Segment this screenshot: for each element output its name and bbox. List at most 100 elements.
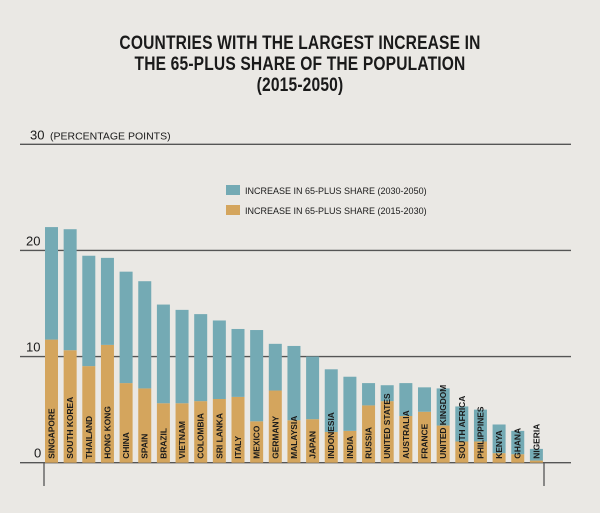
bar-2015-2030-spain	[138, 388, 152, 463]
bar-label-japan: JAPAN	[308, 431, 318, 459]
bar-2030-2050-united-states	[380, 385, 394, 402]
bar-2015-2030-kenya	[492, 453, 506, 463]
bar-2015-2030-philippines	[473, 441, 487, 463]
bar-label-china: CHINA	[121, 432, 131, 459]
bar-label-france: FRANCE	[420, 423, 430, 458]
bar-2030-2050-kenya	[492, 424, 506, 454]
bars	[45, 227, 543, 463]
bar-2015-2030-south-africa	[455, 441, 469, 463]
bar-2030-2050-vietnam	[175, 309, 189, 404]
bar-labels: SINGAPORE SOUTH KOREA THAILAND HONG KONG CHI…	[47, 385, 542, 459]
bar-2030-2050-ghana	[511, 430, 525, 455]
bar-label-germany: GERMANY	[270, 415, 280, 458]
chart-title-line-1: COUNTRIES WITH THE LARGEST INCREASE IN	[119, 33, 481, 54]
bar-2015-2030-hong-kong	[100, 344, 114, 463]
bar-2015-2030-south-korea	[63, 350, 77, 463]
bar-2015-2030-japan	[306, 419, 320, 463]
legend-label-2030-2050: INCREASE IN 65-PLUS SHARE (2030-2050)	[245, 186, 427, 196]
bar-label-mexico: MEXICO	[252, 425, 262, 459]
legend-swatch-2015-2030	[226, 205, 240, 215]
y-tick-label-10: 10	[26, 340, 40, 355]
bar-label-indonesia: INDONESIA	[326, 412, 336, 459]
axes	[43, 462, 545, 486]
bar-2030-2050-south-africa	[455, 406, 469, 442]
bar-label-russia: RUSSIA	[364, 427, 374, 459]
legend-swatch-2030-2050	[226, 185, 240, 195]
y-tick-label-30: 30	[30, 127, 44, 142]
bar-2030-2050-russia	[362, 383, 376, 406]
bar-2015-2030-thailand	[82, 366, 96, 463]
bar-2030-2050-italy	[231, 328, 245, 397]
bar-label-australia: AUSTRALIA	[401, 410, 411, 458]
y-tick-label-20: 20	[26, 233, 40, 248]
bar-2015-2030-united-kingdom	[436, 425, 450, 463]
y-axis-unit-label: (PERCENTAGE POINTS)	[50, 130, 171, 142]
bar-2030-2050-spain	[138, 281, 152, 389]
bar-2030-2050-sri-lanka	[212, 320, 226, 400]
bar-2015-2030-france	[418, 411, 431, 463]
bar-label-singapore: SINGAPORE	[47, 408, 57, 459]
bar-label-malaysia: MALAYSIA	[289, 416, 299, 459]
bar-2015-2030-ghana	[511, 454, 525, 463]
bar-2015-2030-china	[119, 383, 133, 463]
bar-2015-2030-australia	[399, 416, 413, 463]
bar-2030-2050-mexico	[250, 330, 264, 422]
bar-label-united-states: UNITED STATES	[382, 393, 392, 459]
bar-label-philippines: PHILIPPINES	[475, 406, 485, 459]
bar-2015-2030-indonesia	[324, 431, 338, 463]
bar-2015-2030-sri-lanka	[212, 399, 226, 463]
bar-2015-2030-germany	[268, 390, 282, 463]
bar-2030-2050-thailand	[82, 255, 96, 367]
bar-label-south-africa: SOUTH AFRICA	[457, 396, 467, 459]
y-tick-label-0: 0	[34, 446, 41, 461]
bar-2030-2050-singapore	[45, 227, 58, 340]
bar-label-brazil: BRAZIL	[158, 428, 168, 459]
bar-label-united-kingdom: UNITED KINGDOM	[438, 385, 448, 459]
bar-2030-2050-united-kingdom	[436, 388, 450, 426]
bar-label-sri-lanka: SRI LANKA	[214, 413, 224, 459]
bar-label-italy: ITALY	[233, 435, 243, 458]
bar-2030-2050-france	[418, 387, 431, 412]
bar-2015-2030-russia	[362, 405, 376, 463]
bar-label-kenya: KENYA	[494, 430, 504, 459]
bar-2015-2030-india	[343, 430, 357, 463]
bar-2030-2050-hong-kong	[100, 257, 114, 345]
bar-2015-2030-colombia	[194, 401, 208, 463]
bar-label-vietnam: VIETNAM	[177, 421, 187, 459]
bar-label-colombia: COLOMBIA	[196, 413, 206, 459]
bar-2015-2030-brazil	[156, 403, 170, 463]
chart-title: COUNTRIES WITH THE LARGEST INCREASE IN T…	[54, 33, 546, 96]
bar-2015-2030-singapore	[45, 339, 58, 463]
bar-label-spain: SPAIN	[140, 434, 150, 459]
bar-2030-2050-philippines	[473, 409, 487, 442]
bar-2015-2030-united-states	[380, 401, 394, 463]
bar-label-hong-kong: HONG KONG	[102, 406, 112, 459]
bar-2015-2030-vietnam	[175, 403, 189, 463]
bar-label-india: INDIA	[345, 436, 355, 459]
bar-2030-2050-malaysia	[287, 345, 301, 421]
bar-2030-2050-nigeria	[529, 448, 543, 461]
chart-title-line-2: THE 65-PLUS SHARE OF THE POPULATION	[134, 54, 466, 75]
y-tick-labels: 0 10 20 30	[26, 127, 44, 460]
bar-2015-2030-malaysia	[287, 420, 301, 463]
bar-2030-2050-japan	[306, 356, 320, 420]
bar-label-nigeria: NIGERIA	[531, 424, 541, 459]
bar-2030-2050-colombia	[194, 314, 208, 402]
chart-title-line-3: (2015-2050)	[256, 75, 344, 96]
bar-2030-2050-china	[119, 271, 133, 384]
bar-label-thailand: THAILAND	[84, 416, 94, 459]
legend-label-2015-2030: INCREASE IN 65-PLUS SHARE (2015-2030)	[245, 206, 427, 216]
bar-2015-2030-nigeria	[529, 460, 543, 463]
bar-2030-2050-india	[343, 376, 357, 431]
bar-2015-2030-italy	[231, 396, 245, 463]
bar-2030-2050-australia	[399, 383, 413, 417]
bar-2030-2050-germany	[268, 343, 282, 391]
bar-label-south-korea: SOUTH KOREA	[65, 397, 75, 459]
legend: INCREASE IN 65-PLUS SHARE (2030-2050) IN…	[226, 185, 427, 216]
bar-2030-2050-brazil	[156, 304, 170, 404]
bar-2030-2050-south-korea	[63, 229, 77, 351]
bar-label-ghana: GHANA	[513, 428, 523, 459]
bar-2015-2030-mexico	[250, 421, 264, 463]
bar-2030-2050-indonesia	[324, 369, 338, 432]
